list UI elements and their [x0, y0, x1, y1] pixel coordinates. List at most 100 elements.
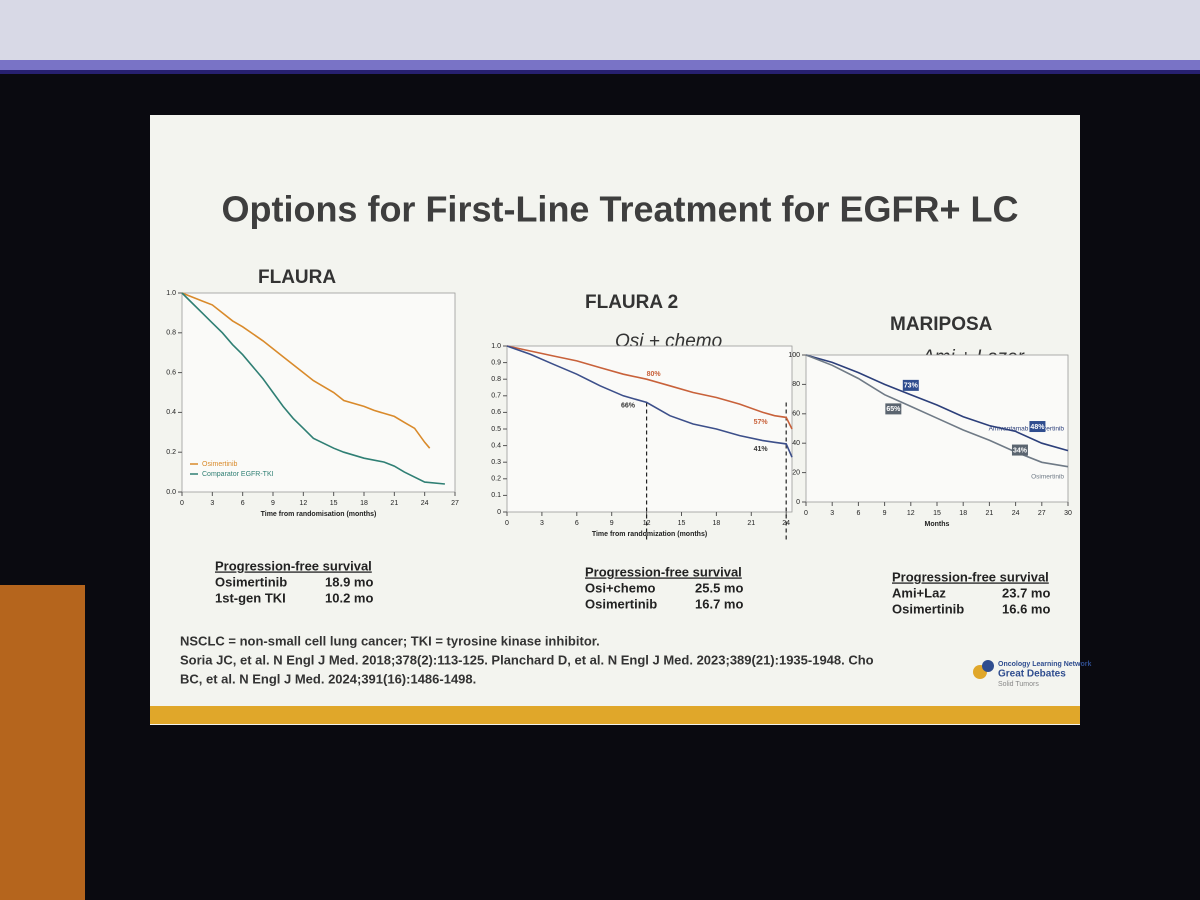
x-tick-label: 6 — [856, 510, 860, 517]
annotation-box — [1011, 444, 1028, 456]
y-tick-label: 0.2 — [491, 476, 501, 483]
annotation: 80% — [647, 371, 662, 378]
chart-title: FLAURA — [258, 267, 336, 288]
y-tick-label: 0.2 — [166, 449, 176, 456]
annotation: 48% — [1030, 424, 1045, 431]
logo-text: Oncology Learning Network — [998, 661, 1091, 668]
plot-area — [506, 345, 793, 513]
x-tick-label: 27 — [1038, 510, 1046, 517]
survival-curve — [805, 354, 1069, 452]
survival-curve — [181, 292, 431, 449]
x-tick-label: 0 — [180, 500, 184, 507]
y-tick-label: 20 — [792, 469, 800, 476]
y-tick-label: 40 — [792, 440, 800, 447]
x-tick-label: 9 — [610, 520, 614, 527]
summary-name: Osimertinib — [892, 601, 964, 616]
summary-value: 25.5 mo — [695, 580, 743, 595]
x-tick-label: 27 — [451, 500, 459, 507]
summary-value: 16.6 mo — [1002, 601, 1050, 616]
summary-value: 10.2 mo — [325, 590, 373, 605]
x-tick-label: 9 — [271, 500, 275, 507]
y-tick-label: 100 — [788, 352, 800, 359]
legend-label: Osimertinib — [202, 461, 238, 468]
x-axis-label: Time from randomization (months) — [592, 531, 707, 538]
x-axis-label: Time from randomisation (months) — [261, 511, 377, 518]
annotation-box — [902, 379, 919, 391]
x-tick-label: 18 — [959, 510, 967, 517]
annotation: 66% — [621, 403, 636, 410]
survival-curve — [506, 345, 793, 430]
summary-name: Osi+chemo — [585, 580, 656, 595]
summary-name: Ami+Laz — [892, 585, 946, 600]
x-tick-label: 15 — [933, 510, 941, 517]
x-tick-label: 6 — [241, 500, 245, 507]
x-tick-label: 9 — [883, 510, 887, 517]
footnote: Soria JC, et al. N Engl J Med. 2018;378(… — [180, 652, 874, 667]
summary-name: Osimertinib — [215, 574, 287, 589]
chart-title: MARIPOSA — [890, 314, 993, 335]
x-tick-label: 3 — [830, 510, 834, 517]
y-tick-label: 0.8 — [166, 330, 176, 337]
plot-area — [805, 354, 1069, 503]
slide-footer-bar — [150, 706, 1080, 724]
y-tick-label: 0.1 — [491, 492, 501, 499]
summary-name: 1st-gen TKI — [215, 590, 286, 605]
x-tick-label: 15 — [330, 500, 338, 507]
y-tick-label: 0.7 — [491, 393, 501, 400]
logo-text: Great Debates — [998, 669, 1066, 680]
y-tick-label: 0 — [497, 509, 501, 516]
x-axis-label: Months — [925, 521, 950, 528]
survival-curve — [181, 292, 445, 485]
x-tick-label: 12 — [907, 510, 915, 517]
y-tick-label: 0.3 — [491, 459, 501, 466]
annotation: 41% — [754, 446, 769, 453]
x-tick-label: 18 — [712, 520, 720, 527]
footnote: BC, et al. N Engl J Med. 2024;391(16):14… — [180, 671, 476, 686]
x-tick-label: 3 — [540, 520, 544, 527]
summary-name: Osimertinib — [585, 596, 657, 611]
x-tick-label: 18 — [360, 500, 368, 507]
x-tick-label: 30 — [1064, 510, 1072, 517]
logo-text: Solid Tumors — [998, 681, 1039, 688]
y-tick-label: 0.6 — [491, 409, 501, 416]
y-tick-label: 80 — [792, 381, 800, 388]
ceiling-light — [0, 60, 1200, 74]
summary-heading: Progression-free survival — [585, 564, 742, 579]
y-tick-label: 0.4 — [491, 442, 501, 449]
series-label: Amivantamab + Lazertinib — [989, 425, 1065, 432]
summary-heading: Progression-free survival — [892, 569, 1049, 584]
series-label: Osimertinib — [1031, 473, 1064, 480]
summary-heading: Progression-free survival — [215, 558, 372, 573]
y-tick-label: 0.0 — [166, 489, 176, 496]
annotation: 65% — [886, 406, 901, 413]
summary-value: 16.7 mo — [695, 596, 743, 611]
footnote: NSCLC = non-small cell lung cancer; TKI … — [180, 633, 600, 648]
plot-area — [181, 292, 456, 493]
annotation: 34% — [1013, 447, 1028, 454]
x-tick-label: 21 — [390, 500, 398, 507]
y-tick-label: 60 — [792, 411, 800, 418]
slide-title: Options for First-Line Treatment for EGF… — [221, 189, 1018, 230]
x-tick-label: 21 — [747, 520, 755, 527]
annotation: 73% — [904, 383, 919, 390]
summary-value: 18.9 mo — [325, 574, 373, 589]
x-tick-label: 0 — [505, 520, 509, 527]
y-tick-label: 0.5 — [491, 426, 501, 433]
x-tick-label: 0 — [804, 510, 808, 517]
y-tick-label: 1.0 — [491, 343, 501, 350]
y-tick-label: 0.4 — [166, 409, 176, 416]
logo-mark — [982, 660, 994, 672]
summary-value: 23.7 mo — [1002, 585, 1050, 600]
annotation-box — [885, 403, 902, 415]
x-tick-label: 24 — [421, 500, 429, 507]
x-tick-label: 21 — [986, 510, 994, 517]
y-tick-label: 1.0 — [166, 290, 176, 297]
y-tick-label: 0.6 — [166, 369, 176, 376]
chart-title: FLAURA 2 — [585, 292, 678, 313]
x-tick-label: 6 — [575, 520, 579, 527]
ceiling — [0, 0, 1200, 70]
podium — [0, 585, 85, 900]
x-tick-label: 12 — [299, 500, 307, 507]
y-tick-label: 0 — [796, 499, 800, 506]
